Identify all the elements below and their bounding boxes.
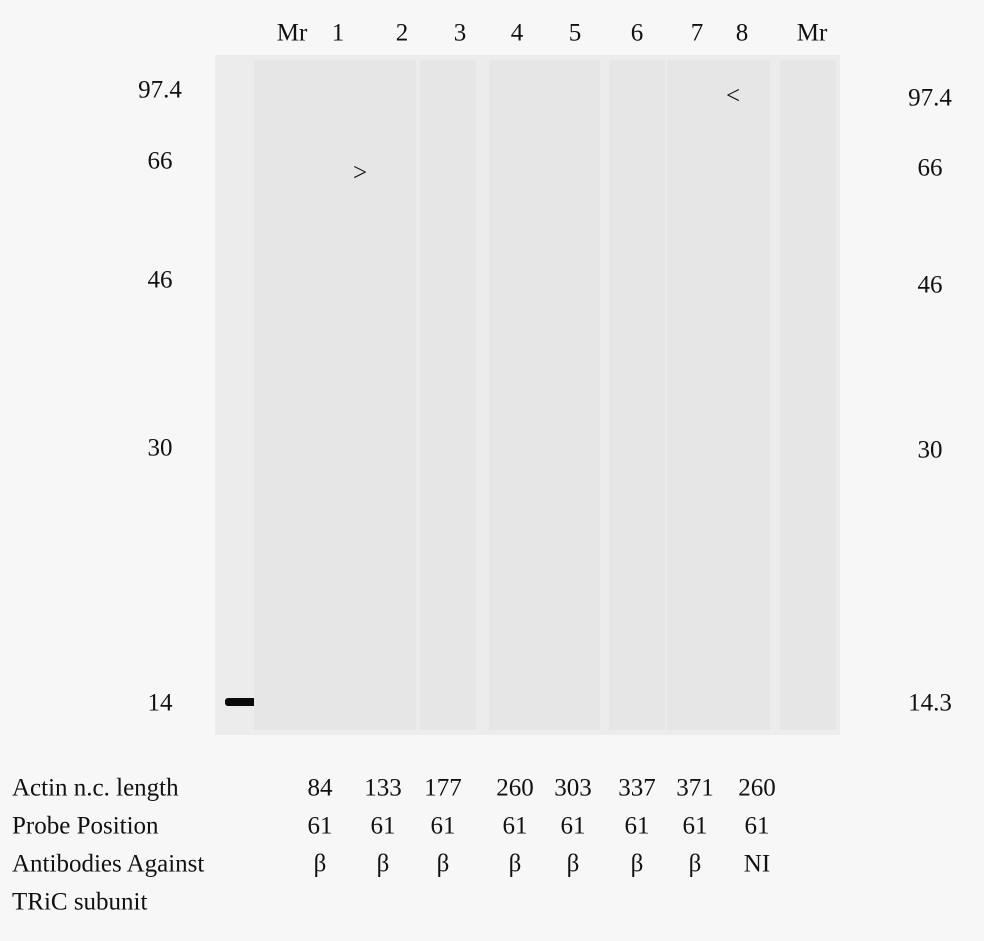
cell: 303	[554, 775, 592, 802]
cell: 177	[424, 775, 462, 802]
cell: 260	[738, 775, 776, 802]
lane-label: 2	[396, 20, 409, 47]
lane-label: 5	[569, 20, 582, 47]
cell: 260	[496, 775, 534, 802]
cell: β	[314, 851, 327, 878]
lane-label: Mr	[797, 20, 828, 47]
lane-label: 7	[691, 20, 704, 47]
marker-label: 14.3	[908, 690, 952, 717]
lane-label: 4	[511, 20, 524, 47]
lane-label: 3	[454, 20, 467, 47]
marker-label: 97.4	[908, 85, 952, 112]
marker-label: 46	[918, 272, 943, 299]
row-label: TRiC subunit	[12, 889, 147, 916]
marker-label: 66	[918, 155, 943, 182]
row-label: Antibodies Against	[12, 851, 204, 878]
cell: β	[689, 851, 702, 878]
cell: 133	[364, 775, 402, 802]
cell: β	[631, 851, 644, 878]
cell: 61	[745, 813, 770, 840]
lane	[254, 60, 310, 730]
cell: β	[437, 851, 450, 878]
lane-label: 8	[736, 20, 749, 47]
cell: NI	[744, 851, 770, 878]
arrow: <	[726, 83, 740, 110]
marker-label: 14	[148, 690, 174, 717]
cell: β	[377, 851, 390, 878]
cell: 61	[561, 813, 586, 840]
cell: β	[509, 851, 522, 878]
marker-label: 46	[148, 267, 173, 294]
cell: 61	[431, 813, 456, 840]
marker-label: 30	[918, 437, 943, 464]
cell: 61	[371, 813, 396, 840]
lane-label: 6	[631, 20, 644, 47]
cell: 337	[618, 775, 656, 802]
lane	[544, 60, 600, 730]
cell: 371	[676, 775, 714, 802]
lane	[310, 60, 366, 730]
row-label: Probe Position	[12, 813, 159, 840]
marker-label: 97.4	[138, 77, 182, 104]
lane	[489, 60, 545, 730]
row-label: Actin n.c. length	[12, 775, 179, 802]
lane	[609, 60, 665, 730]
cell: 84	[308, 775, 334, 802]
arrow: >	[353, 160, 367, 187]
cell: 61	[503, 813, 528, 840]
marker-label: 30	[148, 435, 173, 462]
cell: 61	[625, 813, 650, 840]
lane	[360, 60, 416, 730]
lane	[780, 60, 836, 730]
marker-label: 66	[148, 148, 173, 175]
cell: 61	[683, 813, 708, 840]
lane	[714, 60, 770, 730]
lane	[667, 60, 723, 730]
lane-label: 1	[332, 20, 345, 47]
cell: 61	[308, 813, 333, 840]
lane-label: Mr	[277, 20, 308, 47]
cell: β	[567, 851, 580, 878]
lane	[420, 60, 476, 730]
